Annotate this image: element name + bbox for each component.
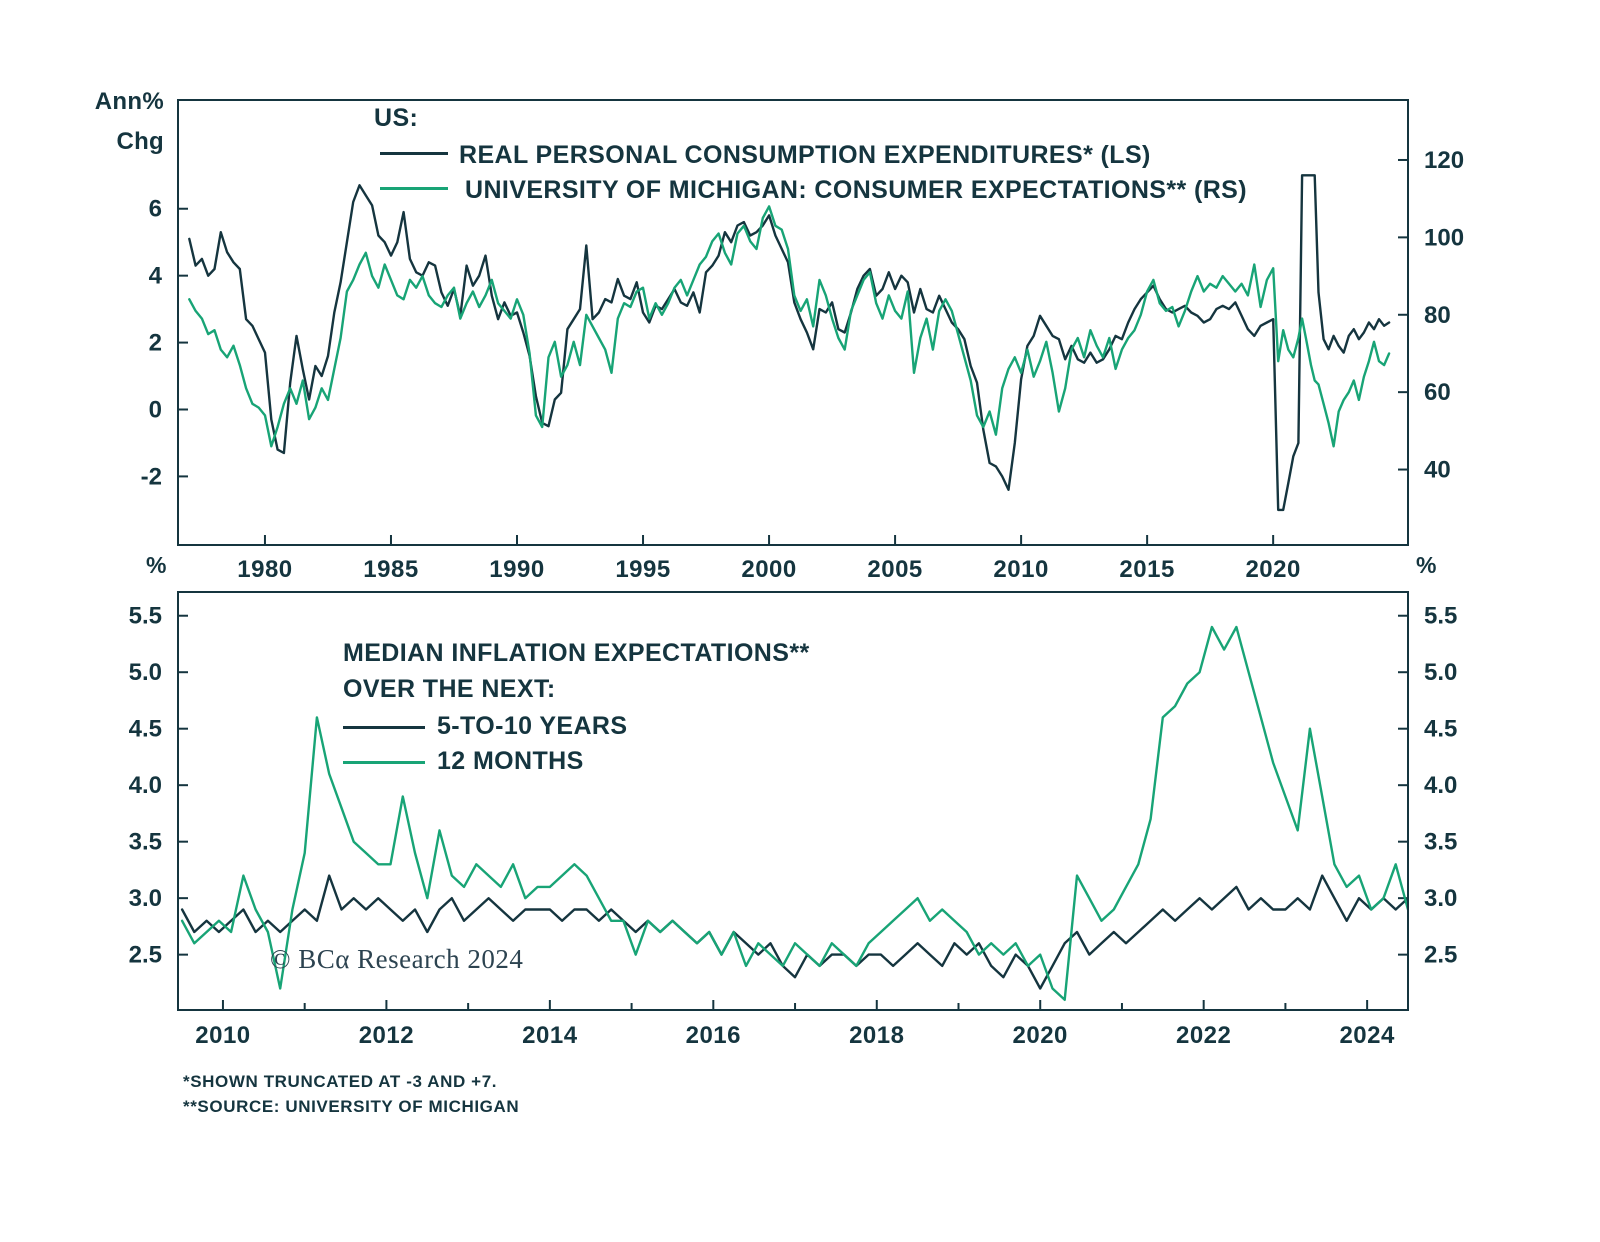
svg-text:0: 0 xyxy=(149,396,162,423)
axis-unit-line1: Ann% xyxy=(94,88,164,115)
footnote-truncation: *SHOWN TRUNCATED AT -3 AND +7. xyxy=(183,1072,498,1091)
bottom-chart-subtitle: OVER THE NEXT: xyxy=(343,675,556,703)
svg-text:1985: 1985 xyxy=(363,556,418,583)
svg-text:2012: 2012 xyxy=(359,1022,414,1049)
legend-label-pce: REAL PERSONAL CONSUMPTION EXPENDITURES* … xyxy=(459,141,1151,169)
svg-text:1995: 1995 xyxy=(615,556,670,583)
axis-unit-line2: Chg xyxy=(116,128,164,155)
svg-text:3.5: 3.5 xyxy=(1424,829,1457,856)
legend-label-umich: UNIVERSITY OF MICHIGAN: CONSUMER EXPECTA… xyxy=(465,176,1247,204)
svg-text:2015: 2015 xyxy=(1119,556,1174,583)
svg-text:2014: 2014 xyxy=(522,1022,578,1049)
svg-text:2000: 2000 xyxy=(741,556,796,583)
svg-text:3.0: 3.0 xyxy=(129,885,162,912)
legend-label-12mo: 12 MONTHS xyxy=(437,747,584,775)
svg-text:2.5: 2.5 xyxy=(1424,942,1457,969)
svg-text:5.5: 5.5 xyxy=(129,603,162,630)
footnote-source: **SOURCE: UNIVERSITY OF MICHIGAN xyxy=(183,1097,520,1116)
svg-text:120: 120 xyxy=(1424,147,1464,174)
bottom-left-axis-unit: % xyxy=(146,552,167,578)
svg-text:2010: 2010 xyxy=(195,1022,250,1049)
svg-text:2018: 2018 xyxy=(849,1022,904,1049)
svg-text:2016: 2016 xyxy=(686,1022,741,1049)
legend-swatch-12mo xyxy=(343,761,425,764)
top-chart-title: US: xyxy=(374,104,419,132)
svg-text:2: 2 xyxy=(149,330,162,357)
svg-text:1980: 1980 xyxy=(237,556,292,583)
svg-text:3.5: 3.5 xyxy=(129,829,162,856)
svg-text:60: 60 xyxy=(1424,379,1451,406)
svg-text:2.5: 2.5 xyxy=(129,942,162,969)
copyright-note: © BCα Research 2024 xyxy=(270,944,524,974)
svg-text:40: 40 xyxy=(1424,457,1451,484)
svg-text:-2: -2 xyxy=(141,463,162,490)
legend-label-5to10: 5-TO-10 YEARS xyxy=(437,712,628,740)
svg-text:3.0: 3.0 xyxy=(1424,885,1457,912)
svg-text:4.5: 4.5 xyxy=(129,716,162,743)
legend-swatch-5to10 xyxy=(343,726,425,729)
svg-text:5.0: 5.0 xyxy=(1424,659,1457,686)
svg-text:4.0: 4.0 xyxy=(129,772,162,799)
top-left-axis-unit: Ann% Chg xyxy=(94,82,164,162)
legend-swatch-umich xyxy=(380,187,448,190)
svg-text:2005: 2005 xyxy=(867,556,922,583)
svg-text:2024: 2024 xyxy=(1339,1022,1395,1049)
svg-text:1990: 1990 xyxy=(489,556,544,583)
svg-text:4.5: 4.5 xyxy=(1424,716,1457,743)
bottom-right-axis-unit: % xyxy=(1416,552,1437,578)
svg-text:5.0: 5.0 xyxy=(129,659,162,686)
bottom-chart-title: MEDIAN INFLATION EXPECTATIONS** xyxy=(343,639,810,667)
svg-text:6: 6 xyxy=(149,196,162,223)
legend-swatch-pce xyxy=(380,152,448,155)
svg-text:2010: 2010 xyxy=(993,556,1048,583)
svg-text:2020: 2020 xyxy=(1245,556,1300,583)
svg-text:80: 80 xyxy=(1424,302,1451,329)
svg-text:5.5: 5.5 xyxy=(1424,603,1457,630)
svg-text:100: 100 xyxy=(1424,224,1464,251)
svg-text:2020: 2020 xyxy=(1013,1022,1068,1049)
svg-text:4.0: 4.0 xyxy=(1424,772,1457,799)
svg-text:4: 4 xyxy=(149,263,163,290)
svg-text:2022: 2022 xyxy=(1176,1022,1231,1049)
